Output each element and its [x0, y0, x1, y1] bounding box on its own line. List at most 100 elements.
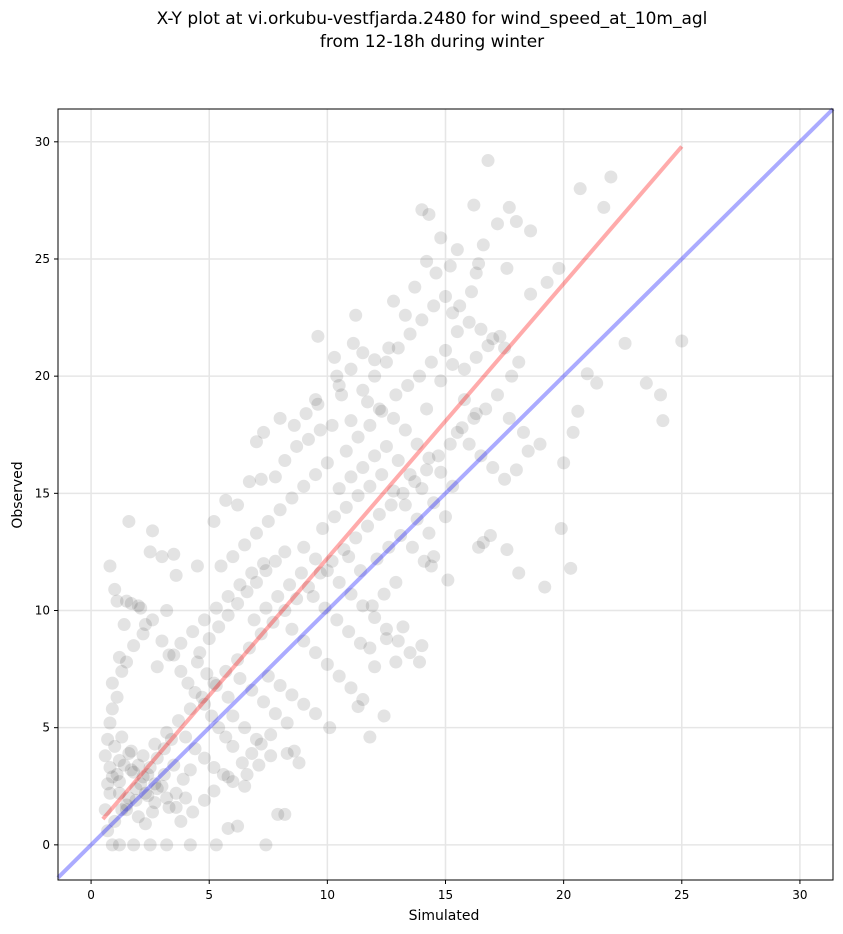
- data-point: [219, 664, 233, 678]
- data-point: [391, 341, 405, 355]
- data-point: [415, 313, 429, 327]
- data-point: [346, 336, 360, 350]
- data-point: [105, 702, 119, 716]
- data-point: [264, 749, 278, 763]
- data-point: [290, 439, 304, 453]
- data-point: [264, 728, 278, 742]
- data-point: [146, 613, 160, 627]
- data-point: [261, 669, 275, 683]
- data-point: [353, 564, 367, 578]
- data-point: [108, 582, 122, 596]
- data-point: [479, 402, 493, 416]
- data-point: [138, 786, 152, 800]
- x-tick-label: 0: [87, 888, 95, 902]
- y-tick-label: 30: [35, 135, 50, 149]
- data-point: [476, 536, 490, 550]
- data-point: [344, 681, 358, 695]
- data-point: [455, 421, 469, 435]
- data-point: [427, 299, 441, 313]
- data-point: [273, 678, 287, 692]
- x-tick-label: 20: [556, 888, 571, 902]
- data-point: [287, 744, 301, 758]
- data-point: [422, 526, 436, 540]
- data-point: [377, 709, 391, 723]
- data-point: [103, 761, 117, 775]
- data-point: [129, 793, 143, 807]
- data-point: [297, 479, 311, 493]
- data-point: [415, 482, 429, 496]
- data-point: [375, 404, 389, 418]
- data-point: [656, 414, 670, 428]
- data-point: [368, 611, 382, 625]
- data-point: [325, 418, 339, 432]
- data-point: [221, 770, 235, 784]
- data-point: [353, 636, 367, 650]
- data-point: [309, 393, 323, 407]
- data-point: [379, 355, 393, 369]
- data-point: [396, 486, 410, 500]
- data-point: [124, 744, 138, 758]
- y-tick-label: 10: [35, 604, 50, 618]
- data-point: [271, 589, 285, 603]
- data-point: [183, 838, 197, 852]
- x-tick-label: 30: [792, 888, 807, 902]
- data-point: [439, 289, 452, 303]
- data-point: [557, 456, 571, 470]
- data-point: [287, 418, 301, 432]
- chart-title-line2: from 12-18h during winter: [320, 32, 544, 52]
- data-point: [349, 531, 363, 545]
- data-point: [509, 463, 523, 477]
- data-point: [472, 540, 486, 554]
- data-point: [363, 641, 377, 655]
- data-point: [146, 524, 160, 538]
- data-point: [226, 709, 240, 723]
- data-point: [197, 793, 211, 807]
- data-point: [533, 437, 547, 451]
- data-point: [424, 559, 438, 573]
- data-point: [200, 667, 214, 681]
- data-point: [254, 737, 268, 751]
- data-point: [157, 768, 171, 782]
- data-point: [167, 648, 181, 662]
- data-point: [101, 824, 115, 838]
- data-point: [446, 479, 460, 493]
- data-point: [195, 690, 209, 704]
- data-point: [120, 798, 134, 812]
- x-tick-label: 15: [438, 888, 453, 902]
- data-point: [356, 461, 370, 475]
- data-point: [249, 435, 263, 449]
- data-point: [379, 622, 393, 636]
- y-axis-ticks: 0 5 10 15 20 25 30: [35, 135, 58, 852]
- data-point: [160, 838, 174, 852]
- data-point: [280, 746, 294, 760]
- data-point: [654, 388, 668, 402]
- data-point: [110, 768, 124, 782]
- data-point: [169, 568, 183, 582]
- data-point: [219, 493, 233, 507]
- data-point: [398, 498, 412, 512]
- data-point: [209, 678, 223, 692]
- data-point: [148, 777, 162, 791]
- data-point: [207, 761, 221, 775]
- data-point: [131, 758, 145, 772]
- data-point: [382, 341, 396, 355]
- y-axis-label: Observed: [10, 461, 26, 528]
- data-point: [361, 395, 375, 409]
- data-point: [297, 540, 311, 554]
- data-point: [112, 650, 126, 664]
- data-point: [103, 786, 117, 800]
- data-point: [330, 613, 344, 627]
- data-point: [249, 732, 263, 746]
- data-point: [98, 803, 112, 817]
- data-point: [344, 414, 358, 428]
- data-point: [309, 646, 323, 660]
- data-point: [117, 758, 131, 772]
- data-point: [108, 739, 122, 753]
- data-point: [245, 566, 259, 580]
- data-point: [476, 238, 490, 252]
- data-point: [176, 772, 190, 786]
- data-point: [169, 800, 183, 814]
- data-point: [363, 479, 377, 493]
- data-point: [469, 266, 483, 280]
